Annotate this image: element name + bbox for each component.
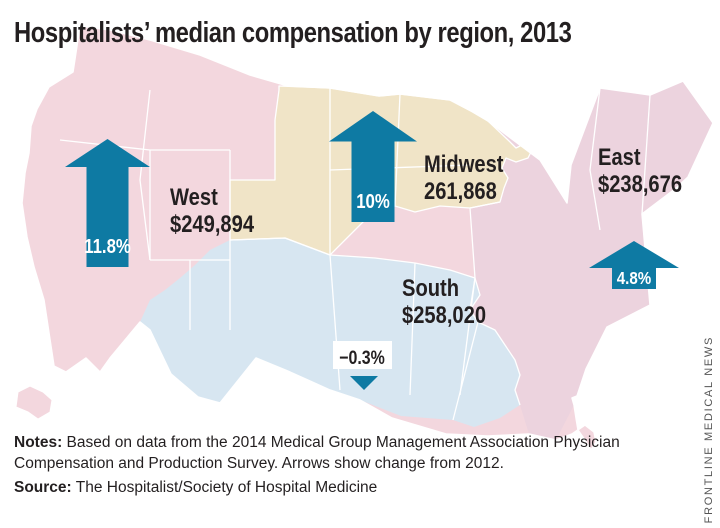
svg-text:West: West xyxy=(170,183,218,210)
svg-text:South: South xyxy=(402,274,459,301)
svg-text:East: East xyxy=(598,143,641,170)
svg-text:$258,020: $258,020 xyxy=(402,301,486,328)
svg-text:261,868: 261,868 xyxy=(424,177,497,204)
svg-text:$238,676: $238,676 xyxy=(598,170,682,197)
svg-text:10%: 10% xyxy=(356,190,390,213)
svg-text:Midwest: Midwest xyxy=(424,150,504,177)
svg-text:4.8%: 4.8% xyxy=(617,268,652,289)
svg-text:11.8%: 11.8% xyxy=(84,235,131,258)
svg-text:$249,894: $249,894 xyxy=(170,210,255,237)
svg-text:−0.3%: −0.3% xyxy=(339,347,385,369)
